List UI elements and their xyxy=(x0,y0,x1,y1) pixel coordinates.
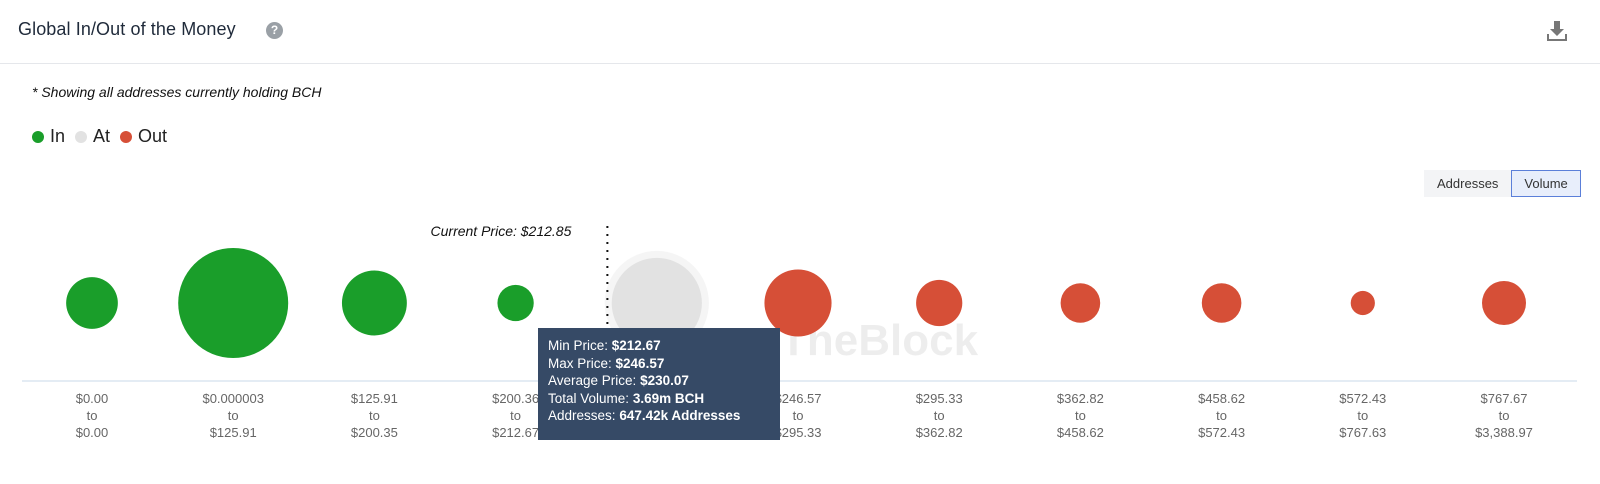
tick-label-8-0: $458.62 xyxy=(1198,391,1245,406)
tooltip-min-price: Min Price: $212.67 xyxy=(548,338,661,353)
legend-item-in[interactable]: In xyxy=(32,126,65,147)
tooltip-avg-price: Average Price: $230.07 xyxy=(548,373,689,389)
legend: In At Out xyxy=(32,126,177,147)
tick-label-9-1: to xyxy=(1357,408,1368,423)
bubble-out-5[interactable] xyxy=(764,269,832,337)
chart-header: Global In/Out of the Money ? xyxy=(0,0,1600,64)
bubble-in-2[interactable] xyxy=(341,270,407,336)
range-tooltip: Min Price: $212.67 Max Price: $246.57 Av… xyxy=(538,328,780,440)
tick-label-7-0: $362.82 xyxy=(1057,391,1104,406)
tick-label-0-0: $0.00 xyxy=(76,391,109,406)
tick-label-10-0: $767.67 xyxy=(1481,391,1528,406)
legend-dot-at xyxy=(75,130,88,143)
tick-label-3-1: to xyxy=(510,408,521,423)
tick-label-6-1: to xyxy=(934,408,945,423)
legend-item-at[interactable]: At xyxy=(75,126,110,147)
bubble-in-1[interactable] xyxy=(178,248,289,358)
tooltip-volume: Total Volume: 3.69m BCH xyxy=(548,390,705,406)
tick-label-3-0: $200.36 xyxy=(492,391,539,406)
metric-toggle: Addresses Volume xyxy=(1424,170,1581,197)
bubble-out-7[interactable] xyxy=(1060,283,1101,323)
holding-note: * Showing all addresses currently holdin… xyxy=(32,84,322,100)
tick-label-5-0: $246.57 xyxy=(775,391,822,406)
bubble-chart: TheBlock$0.00to$0.00$0.000003to$125.91$1… xyxy=(22,223,1577,440)
tick-label-5-1: to xyxy=(793,408,804,423)
tick-label-0-1: to xyxy=(87,408,98,423)
legend-dot-in xyxy=(32,130,44,143)
tick-label-9-2: $767.63 xyxy=(1339,425,1386,440)
legend-label-in: In xyxy=(50,126,66,146)
tick-label-6-0: $295.33 xyxy=(916,391,963,406)
bubble-out-8[interactable] xyxy=(1201,283,1242,323)
tick-label-7-2: $458.62 xyxy=(1057,425,1104,440)
tick-label-2-0: $125.91 xyxy=(351,391,398,406)
tick-label-9-0: $572.43 xyxy=(1339,391,1386,406)
legend-item-out[interactable]: Out xyxy=(120,126,167,147)
tick-label-2-2: $200.35 xyxy=(351,425,398,440)
tick-label-3-2: $212.67 xyxy=(492,425,539,440)
download-icon[interactable] xyxy=(1544,18,1570,44)
bubble-out-10[interactable] xyxy=(1482,281,1526,325)
tick-label-1-2: $125.91 xyxy=(210,425,257,440)
tooltip-max-price: Max Price: $246.57 xyxy=(548,355,665,371)
bubble-in-0[interactable] xyxy=(66,277,118,329)
tick-label-2-1: to xyxy=(369,408,380,423)
help-circle-icon[interactable]: ? xyxy=(266,22,283,39)
bubble-out-6[interactable] xyxy=(916,279,963,327)
tick-label-0-2: $0.00 xyxy=(76,425,109,440)
legend-label-at: At xyxy=(93,126,111,146)
tick-label-1-0: $0.000003 xyxy=(202,391,263,406)
bubble-in-3[interactable] xyxy=(497,284,534,322)
bubble-out-9[interactable] xyxy=(1350,290,1375,316)
page-title: Global In/Out of the Money xyxy=(18,19,236,39)
bubble-at-4[interactable] xyxy=(611,257,702,349)
tick-label-10-2: $3,388.97 xyxy=(1475,425,1533,440)
tick-label-1-1: to xyxy=(228,408,239,423)
legend-dot-out xyxy=(120,130,133,143)
volume-toggle-button[interactable]: Volume xyxy=(1511,170,1581,197)
legend-label-out: Out xyxy=(138,126,168,146)
tick-label-8-2: $572.43 xyxy=(1198,425,1245,440)
tick-label-7-1: to xyxy=(1075,408,1086,423)
tick-label-10-1: to xyxy=(1499,408,1510,423)
tooltip-addresses: Addresses: 647.42k Addresses xyxy=(548,408,741,424)
addresses-toggle-button[interactable]: Addresses xyxy=(1424,170,1512,197)
tick-label-5-2: $295.33 xyxy=(775,425,822,440)
tick-label-8-1: to xyxy=(1216,408,1227,423)
current-price-label: Current Price: $212.85 xyxy=(431,223,572,239)
tick-label-6-2: $362.82 xyxy=(916,425,963,440)
